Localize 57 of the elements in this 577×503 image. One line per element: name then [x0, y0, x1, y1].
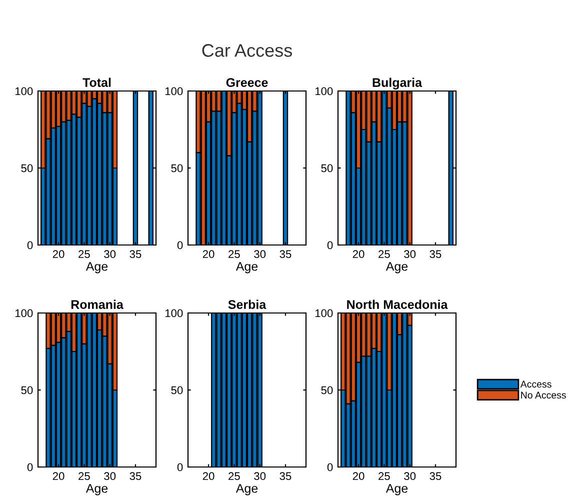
chart-title: Greece — [226, 78, 268, 87]
y-tick-label: 0 — [327, 463, 333, 472]
x-tick-label: 25 — [378, 472, 390, 480]
x-tick-label: 35 — [130, 472, 142, 480]
chart-title: Total — [82, 78, 111, 87]
legend-label: No Access — [521, 392, 566, 399]
y-tick-label: 0 — [27, 241, 33, 250]
x-tick-label: 35 — [130, 250, 142, 258]
y-tick-label: 50 — [21, 386, 33, 394]
y-tick-label: 0 — [27, 463, 33, 472]
y-tick-label: 50 — [21, 164, 33, 172]
x-tick-label: 20 — [52, 472, 64, 480]
y-tick-label: 0 — [177, 463, 183, 472]
y-tick-label: 0 — [327, 241, 333, 250]
x-tick-label: 20 — [202, 250, 214, 258]
x-axis-title: Age — [86, 262, 108, 274]
x-tick-label: 30 — [104, 250, 116, 258]
y-tick-label: 100 — [315, 87, 333, 96]
y-tick-label: 0 — [177, 241, 183, 250]
legend-label: Access — [520, 380, 552, 388]
y-tick-label: 100 — [315, 309, 333, 318]
y-tick-label: 50 — [171, 386, 183, 394]
chart-title: Bulgaria — [372, 78, 422, 90]
x-axis-title: Age — [86, 484, 108, 496]
chart-title: North Macedonia — [347, 300, 448, 309]
x-tick-label: 30 — [404, 472, 416, 480]
x-tick-label: 25 — [378, 250, 390, 258]
x-tick-label: 20 — [202, 472, 214, 480]
x-tick-label: 20 — [52, 250, 64, 258]
x-tick-label: 25 — [228, 250, 240, 258]
text: Car Access — [202, 44, 292, 57]
x-axis-title: Age — [386, 484, 408, 496]
x-axis-title: Age — [236, 484, 258, 496]
x-tick-label: 25 — [78, 472, 90, 480]
x-tick-label: 30 — [104, 472, 116, 480]
x-tick-label: 20 — [352, 472, 364, 480]
x-tick-label: 30 — [404, 250, 416, 258]
x-tick-label: 35 — [430, 250, 442, 258]
y-tick-label: 100 — [15, 87, 33, 96]
chart-title: Serbia — [228, 300, 266, 309]
x-axis-title: Age — [386, 262, 408, 274]
y-tick-label: 100 — [165, 87, 183, 96]
y-tick-label: 100 — [15, 309, 33, 318]
x-tick-label: 20 — [352, 250, 364, 258]
x-tick-label: 25 — [228, 472, 240, 480]
y-tick-label: 50 — [321, 164, 333, 172]
x-axis-title: Age — [236, 262, 258, 274]
x-tick-label: 25 — [78, 250, 90, 258]
x-tick-label: 30 — [254, 250, 266, 258]
x-tick-label: 35 — [280, 472, 292, 480]
x-tick-label: 30 — [254, 472, 266, 480]
x-tick-label: 35 — [280, 250, 292, 258]
y-tick-label: 50 — [321, 386, 333, 394]
x-tick-label: 35 — [430, 472, 442, 480]
y-tick-label: 100 — [165, 309, 183, 318]
y-tick-label: 50 — [171, 164, 183, 172]
chart-title: Romania — [71, 300, 124, 309]
